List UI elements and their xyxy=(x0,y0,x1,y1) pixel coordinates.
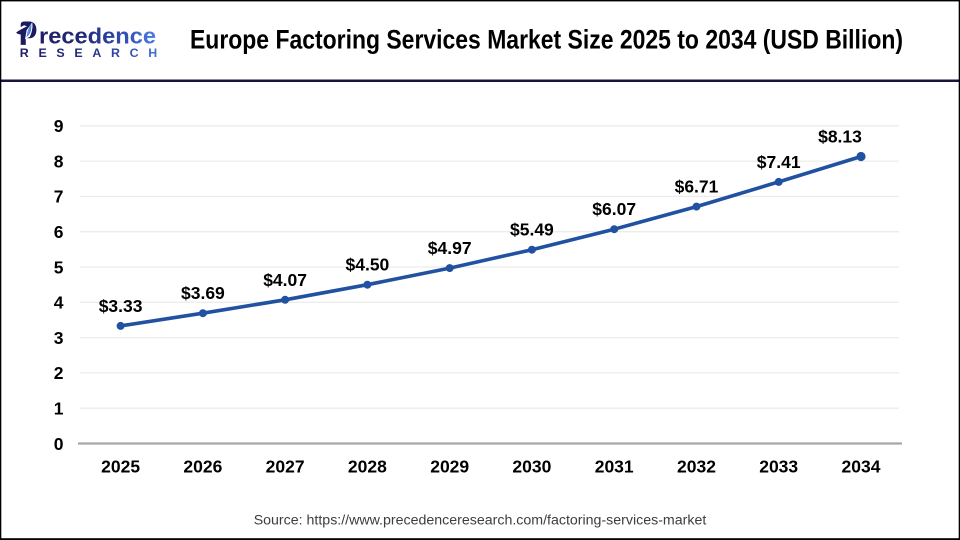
svg-text:$7.41: $7.41 xyxy=(757,152,801,172)
svg-text:2025: 2025 xyxy=(101,457,140,477)
svg-text:7: 7 xyxy=(54,187,64,207)
svg-text:2032: 2032 xyxy=(677,457,716,477)
svg-text:$8.13: $8.13 xyxy=(818,127,862,147)
svg-text:$6.71: $6.71 xyxy=(675,177,719,197)
svg-text:$3.69: $3.69 xyxy=(181,283,225,303)
svg-text:2034: 2034 xyxy=(842,457,881,477)
svg-text:9: 9 xyxy=(54,116,64,136)
svg-text:3: 3 xyxy=(54,328,64,348)
svg-text:2026: 2026 xyxy=(183,457,222,477)
svg-text:2031: 2031 xyxy=(595,457,634,477)
svg-text:1: 1 xyxy=(54,399,64,419)
svg-text:$5.49: $5.49 xyxy=(510,220,554,240)
svg-text:Source: https://www.precedence: Source: https://www.precedenceresearch.c… xyxy=(254,513,707,529)
svg-text:$4.97: $4.97 xyxy=(428,238,472,258)
svg-text:2033: 2033 xyxy=(759,457,798,477)
svg-text:2030: 2030 xyxy=(512,457,551,477)
svg-text:5: 5 xyxy=(54,257,64,277)
svg-text:2029: 2029 xyxy=(430,457,469,477)
svg-text:recedence: recedence xyxy=(39,24,156,49)
svg-text:4: 4 xyxy=(54,293,64,313)
svg-text:Europe Factoring Services Mark: Europe Factoring Services Market Size 20… xyxy=(190,24,903,54)
svg-text:RESEARCH: RESEARCH xyxy=(20,46,167,60)
svg-text:$6.07: $6.07 xyxy=(592,199,636,219)
svg-text:6: 6 xyxy=(54,222,64,242)
svg-text:$3.33: $3.33 xyxy=(99,296,143,316)
svg-text:8: 8 xyxy=(54,151,64,171)
svg-text:2: 2 xyxy=(54,363,64,383)
svg-text:$4.50: $4.50 xyxy=(346,255,390,275)
svg-text:2027: 2027 xyxy=(266,457,305,477)
svg-text:$4.07: $4.07 xyxy=(263,270,307,290)
svg-text:2028: 2028 xyxy=(348,457,387,477)
svg-text:0: 0 xyxy=(54,434,64,454)
